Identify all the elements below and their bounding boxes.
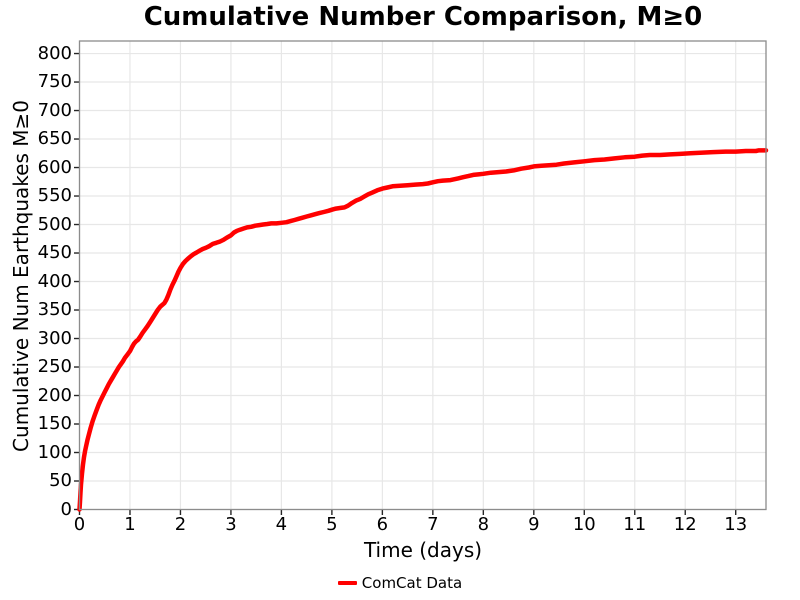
chart-title: Cumulative Number Comparison, M≥0 (143, 2, 703, 32)
y-tick-label: 150 (37, 413, 72, 434)
x-tick-label: 10 (572, 514, 596, 535)
x-tick-label: 8 (477, 514, 490, 535)
y-tick-label: 650 (37, 128, 72, 150)
y-tick-label: 0 (60, 498, 72, 520)
x-tick-label: 13 (724, 514, 748, 535)
x-tick-label: 7 (427, 514, 439, 535)
legend-label: ComCat Data (361, 574, 463, 592)
y-tick-label: 800 (37, 42, 72, 64)
x-tick-label: 6 (376, 514, 389, 535)
x-tick-label: 5 (326, 514, 338, 535)
x-tick-label: 12 (673, 514, 697, 535)
legend: ComCat Data (0, 574, 800, 592)
y-tick-label: 600 (37, 156, 72, 178)
x-tick-label: 3 (225, 514, 237, 535)
y-tick-label: 350 (37, 299, 72, 321)
x-tick-label: 0 (73, 514, 86, 535)
y-tick-label: 100 (37, 441, 72, 463)
y-tick-label: 750 (37, 71, 72, 93)
series-line (77, 148, 769, 512)
x-tick-label: 11 (623, 514, 647, 535)
y-tick-label: 700 (37, 99, 72, 121)
legend-line-swatch (337, 581, 357, 585)
y-tick-label: 400 (37, 270, 72, 292)
y-tick-label: 250 (37, 356, 72, 377)
x-tick-label: 4 (275, 514, 288, 535)
y-tick-label: 550 (37, 185, 72, 207)
y-tick-label: 500 (37, 213, 72, 235)
x-tick-label: 2 (174, 514, 187, 535)
plot-border (78, 40, 767, 511)
y-tick-label: 300 (37, 327, 72, 349)
x-tick-label: 1 (124, 514, 136, 535)
x-axis-label: Time (days) (363, 538, 483, 562)
y-tick-label: 50 (49, 470, 72, 491)
y-tick-label: 450 (37, 242, 72, 264)
y-tick-label: 200 (37, 384, 72, 406)
x-tick-label: 9 (528, 514, 540, 535)
